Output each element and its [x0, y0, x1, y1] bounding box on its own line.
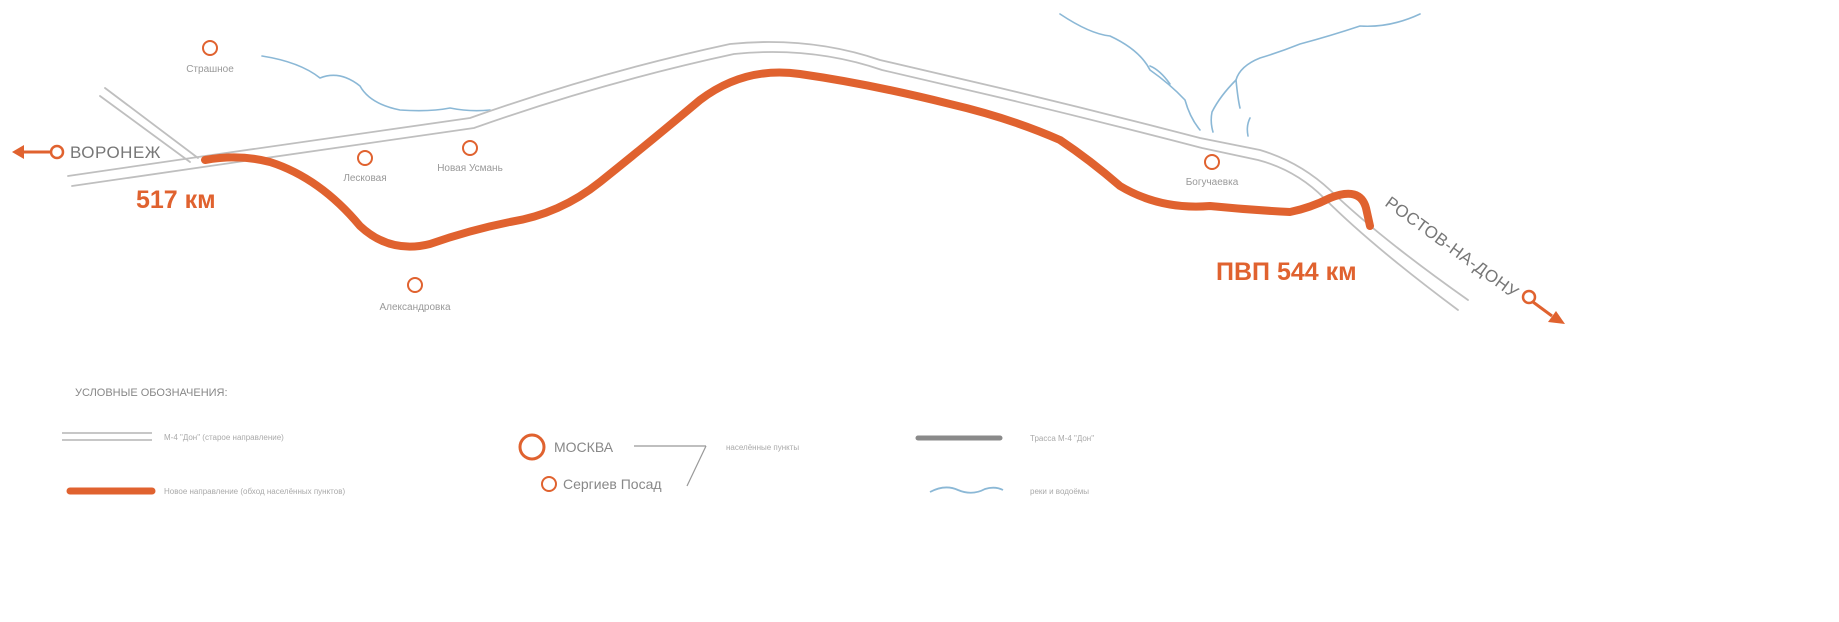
legend-title: УСЛОВНЫЕ ОБОЗНАЧЕНИЯ: — [75, 387, 228, 399]
voronezh-label: ВОРОНЕЖ — [70, 143, 161, 162]
rostov-marker: РОСТОВ-НА-ДОНУ — [1382, 193, 1565, 324]
town-icon — [202, 40, 218, 56]
town-icon — [1204, 154, 1220, 170]
river-right-branch — [1235, 13, 1421, 109]
km-start-label: 517 км — [136, 186, 216, 214]
old-road-branch-b — [99, 95, 191, 163]
rostov-arrow-icon — [1548, 311, 1565, 324]
legend-river-swatch — [929, 486, 1004, 494]
legend-small-city-label: Сергиев Посад — [563, 476, 662, 492]
legend-highway: Трасса М-4 "Дон" — [915, 434, 1094, 443]
town-icon — [407, 277, 423, 293]
town-icon — [462, 140, 478, 156]
legend-small-city-icon — [541, 476, 557, 492]
towns: Страшное Лесковая Новая Усмань Александр… — [186, 40, 1239, 313]
km-end-label: ПВП 544 км — [1216, 258, 1357, 286]
new-route — [201, 68, 1374, 251]
rivers — [261, 13, 1421, 137]
rostov-city-icon — [1521, 289, 1537, 305]
town-label: Богучаевка — [1186, 177, 1239, 188]
voronezh-city-icon — [49, 144, 65, 160]
legend-highway-label: Трасса М-4 "Дон" — [1030, 434, 1094, 443]
legend-rivers: реки и водоёмы — [929, 486, 1089, 496]
town-icon — [357, 150, 373, 166]
river-right-small — [1246, 117, 1251, 137]
legend-old-road: М-4 "Дон" (старое направление) — [62, 432, 284, 442]
legend-big-city-label: МОСКВА — [554, 439, 614, 455]
river-right-branch-2 — [1210, 79, 1237, 133]
town-label: Новая Усмань — [437, 163, 503, 174]
voronezh-arrow-icon — [12, 145, 24, 159]
town-label: Лесковая — [343, 173, 386, 184]
legend: УСЛОВНЫЕ ОБОЗНАЧЕНИЯ: М-4 "Дон" (старое … — [62, 387, 1094, 496]
legend-old-road-label: М-4 "Дон" (старое направление) — [164, 433, 284, 442]
river-right — [1059, 13, 1201, 131]
old-road-main-b — [71, 51, 1459, 311]
town-label: Александровка — [379, 302, 451, 313]
legend-settlements: МОСКВА Сергиев Посад населённые пункты — [518, 433, 799, 492]
legend-new-road-label: Новое направление (обход населённых пунк… — [164, 487, 345, 496]
river-left — [261, 55, 491, 112]
legend-settlements-leader-b — [686, 445, 707, 487]
rostov-arrow-line — [1532, 300, 1553, 318]
legend-settlements-label: населённые пункты — [726, 443, 799, 452]
rostov-label: РОСТОВ-НА-ДОНУ — [1382, 193, 1522, 302]
legend-new-road: Новое направление (обход населённых пунк… — [66, 487, 345, 496]
river-right-branch-3 — [1149, 65, 1171, 85]
old-road-branch-a — [104, 87, 199, 159]
legend-rivers-label: реки и водоёмы — [1030, 487, 1089, 496]
voronezh-marker: ВОРОНЕЖ — [12, 143, 161, 162]
legend-big-city-icon — [518, 433, 546, 461]
town-label: Страшное — [186, 64, 234, 75]
